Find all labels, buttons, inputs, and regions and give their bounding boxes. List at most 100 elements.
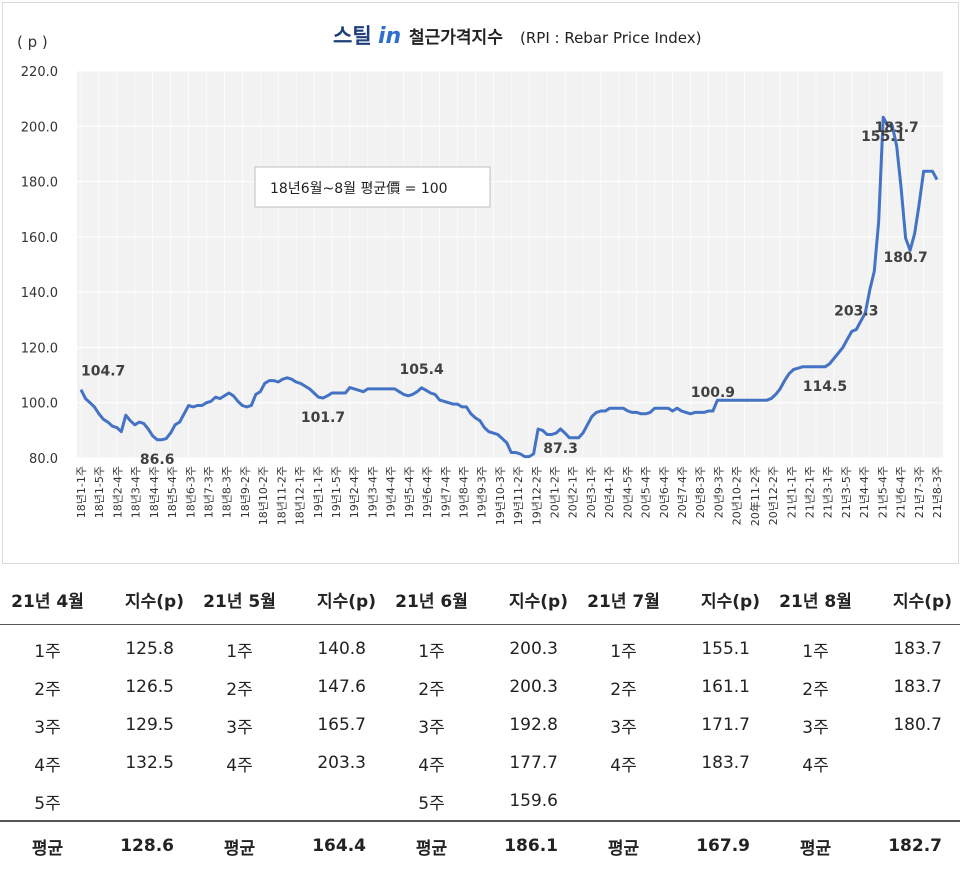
x-tick-label: 19년3-4주 (366, 466, 379, 518)
logo-text-in: in (378, 24, 401, 49)
week-cell: 1주 (34, 641, 61, 662)
logo-text-steel: 스틸 (333, 24, 372, 48)
y-tick-label: 120.0 (21, 341, 58, 356)
index-cell: 125.8 (125, 639, 174, 659)
data-label: 203.3 (834, 303, 878, 319)
average-value-cell: 128.6 (95, 820, 192, 870)
average-label-cell: 평균 (384, 820, 479, 870)
x-tick-label: 19년5-4주 (403, 466, 416, 518)
x-tick-label: 21년5-4주 (876, 466, 889, 518)
x-tick-label: 18년2-4주 (111, 466, 124, 518)
x-tick-label: 19년10-3주 (494, 466, 507, 525)
table-row: 1주 125.8 1주 140.8 1주 200.3 1주 155.1 1주 1… (0, 625, 960, 669)
week-cell: 3주 (226, 717, 253, 738)
index-cell: 183.7 (701, 753, 750, 773)
x-tick-label: 18년7-3주 (202, 466, 215, 518)
x-tick-label: 21년8-3주 (931, 466, 944, 518)
x-tick-label: 18년4-4주 (148, 466, 161, 518)
x-tick-label: 20年11-2주 (748, 466, 762, 526)
x-tick-label: 20년7-4주 (676, 466, 689, 518)
average-note-box (254, 166, 491, 208)
x-tick-label: 19년6-4주 (421, 466, 434, 518)
x-tick-label: 20년5-4주 (640, 466, 653, 518)
index-cell: 159.6 (509, 791, 558, 811)
index-header: 지수(p) (287, 574, 384, 625)
data-label: 101.7 (301, 410, 345, 426)
data-label: 87.3 (543, 441, 578, 457)
x-tick-label: 20년4-5주 (621, 466, 634, 518)
x-tick-label: 20년8-3주 (694, 466, 707, 518)
average-note-text: 18년6월~8월 평균價 = 100 (270, 180, 448, 197)
y-tick-label: 180.0 (21, 176, 58, 191)
week-cell: 5주 (34, 793, 61, 814)
x-tick-label: 20년4-1주 (603, 466, 616, 518)
week-cell: 2주 (802, 679, 829, 700)
x-tick-label: 21년3-1주 (822, 466, 835, 518)
index-header: 지수(p) (95, 574, 192, 625)
table-average-row: 평균 128.6 평균 164.4 평균 186.1 평균 167.9 평균 1… (0, 820, 960, 870)
x-tick-label: 18년1-1주 (75, 466, 88, 518)
x-tick-label: 18년9-2주 (239, 466, 252, 518)
x-tick-label: 21년6-4주 (895, 466, 908, 518)
average-label-cell: 평균 (576, 820, 671, 870)
data-label: 100.9 (691, 385, 735, 401)
y-axis-unit-label: ( p ) (17, 33, 48, 51)
table-row: 5주 5주 159.6 (0, 782, 960, 821)
x-tick-label: 19년2-4주 (348, 466, 361, 518)
week-cell: 4주 (34, 755, 61, 776)
data-label: 155.1 (861, 129, 905, 145)
x-tick-label: 18년6-3주 (184, 466, 197, 518)
x-tick-label: 18년5-4주 (166, 466, 179, 518)
month-header: 21년 8월 (768, 574, 863, 625)
x-tick-label: 19년11-2주 (512, 466, 525, 525)
x-tick-label: 19년8-4주 (457, 466, 470, 518)
chart-title-english: (RPI : Rebar Price Index) (520, 29, 701, 47)
x-tick-label: 20년6-4주 (658, 466, 671, 518)
week-cell: 4주 (418, 755, 445, 776)
index-cell: 171.7 (701, 715, 750, 735)
data-label: 104.7 (81, 364, 125, 380)
month-header: 21년 5월 (192, 574, 287, 625)
index-header: 지수(p) (671, 574, 768, 625)
data-label: 183.7 (875, 120, 919, 136)
x-tick-label: 18년3-4주 (130, 466, 143, 518)
week-cell: 5주 (418, 793, 445, 814)
month-header: 21년 4월 (0, 574, 95, 625)
x-tick-label: 21년3-5주 (840, 466, 853, 518)
x-tick-label: 19년12-2주 (530, 466, 543, 525)
week-cell (576, 782, 671, 821)
x-tick-label: 19년4-4주 (385, 466, 398, 518)
plot-area (77, 71, 943, 458)
index-cell: 155.1 (701, 639, 750, 659)
week-cell: 1주 (226, 641, 253, 662)
table-row: 3주 129.5 3주 165.7 3주 192.8 3주 171.7 3주 1… (0, 706, 960, 744)
week-cell: 1주 (802, 641, 829, 662)
x-tick-label: 21년4-4주 (858, 466, 871, 518)
average-label-cell: 평균 (0, 820, 95, 870)
table-row: 2주 126.5 2주 147.6 2주 200.3 2주 161.1 2주 1… (0, 668, 960, 706)
x-tick-label: 21년1-1주 (785, 466, 798, 518)
index-cell: 177.7 (509, 753, 558, 773)
chart-title: 스틸 in 철근가격지수 (RPI : Rebar Price Index) (333, 24, 701, 49)
x-tick-label: 19년9-3주 (476, 466, 489, 518)
week-cell: 2주 (610, 679, 637, 700)
x-axis-ticks: 18년1-1주 18년1-5주 18년2-4주 18년3-4주 18년4-4주 18년5-… (75, 466, 944, 526)
rebar-price-index-chart: 스틸 in 철근가격지수 (RPI : Rebar Price Index) (… (17, 24, 944, 526)
index-cell: 161.1 (701, 677, 750, 697)
average-note: 18년6월~8월 평균價 = 100 (254, 166, 491, 208)
index-cell (671, 782, 768, 821)
week-cell: 1주 (610, 641, 637, 662)
table-row: 4주 132.5 4주 203.3 4주 177.7 4주 183.7 4주 (0, 744, 960, 782)
week-cell: 3주 (418, 717, 445, 738)
week-cell: 2주 (418, 679, 445, 700)
index-cell: 203.3 (317, 753, 366, 773)
index-cell: 192.8 (509, 715, 558, 735)
index-cell: 200.3 (509, 639, 558, 659)
x-tick-label: 20년10-2주 (731, 466, 744, 525)
index-cell (287, 782, 384, 821)
week-cell: 2주 (34, 679, 61, 700)
data-label: 180.7 (883, 250, 927, 266)
x-tick-label: 19년1-5주 (330, 466, 343, 518)
y-axis-ticks: 80.0 100.0 120.0 140.0 160.0 180.0 200.0 220.0 (21, 65, 58, 467)
data-label: 114.5 (803, 379, 847, 395)
